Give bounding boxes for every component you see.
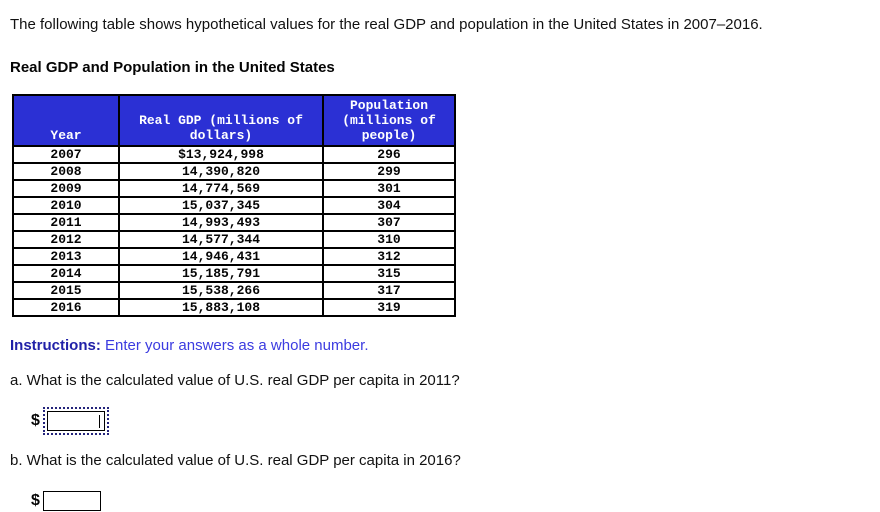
- table-row: 2012 14,577,344 310: [12, 230, 456, 249]
- col-header-real-gdp: Real GDP (millions of dollars): [118, 94, 324, 147]
- table-row: 2011 14,993,493 307: [12, 213, 456, 232]
- col-header-year: Year: [12, 94, 120, 147]
- table-cell: 14,577,344: [118, 230, 324, 249]
- table-cell: 310: [322, 230, 456, 249]
- table-cell: 319: [322, 298, 456, 317]
- table-cell: $13,924,998: [118, 145, 324, 164]
- answer-row-a: $: [31, 406, 870, 436]
- intro-text: The following table shows hypothetical v…: [10, 16, 763, 33]
- question-b-text: b. What is the calculated value of U.S. …: [10, 452, 461, 469]
- table-cell: 2010: [12, 196, 120, 215]
- table-cell: 304: [322, 196, 456, 215]
- answer-row-b: $: [31, 486, 870, 512]
- table-header-row: Year Real GDP (millions of dollars) Popu…: [12, 94, 456, 147]
- table-row: 2015 15,538,266 317: [12, 281, 456, 300]
- table-row: 2009 14,774,569 301: [12, 179, 456, 198]
- text-cursor: [98, 415, 100, 428]
- table-cell: 317: [322, 281, 456, 300]
- table-cell: 15,037,345: [118, 196, 324, 215]
- table-cell: 15,538,266: [118, 281, 324, 300]
- table-cell: 307: [322, 213, 456, 232]
- dollar-sign-b: $: [31, 492, 40, 509]
- table-cell: 312: [322, 247, 456, 266]
- table-cell: 2008: [12, 162, 120, 181]
- table-cell: 14,946,431: [118, 247, 324, 266]
- table-header: Year Real GDP (millions of dollars) Popu…: [12, 94, 456, 147]
- table-cell: 2011: [12, 213, 120, 232]
- table-cell: 14,774,569: [118, 179, 324, 198]
- answer-input-a[interactable]: [42, 407, 109, 435]
- col-header-population: Population (millions of people): [322, 94, 456, 147]
- table-cell: 2014: [12, 264, 120, 283]
- table-row: 2008 14,390,820 299: [12, 162, 456, 181]
- table-cell: 2007: [12, 145, 120, 164]
- instructions: Instructions: Enter your answers as a wh…: [10, 335, 870, 356]
- table-cell: 2016: [12, 298, 120, 317]
- table-cell: 2009: [12, 179, 120, 198]
- dollar-sign-a: $: [31, 412, 40, 429]
- table-title: Real GDP and Population in the United St…: [10, 59, 335, 76]
- table-cell: 296: [322, 145, 456, 164]
- answer-input-a-wrap: [42, 407, 109, 435]
- table-cell: 15,185,791: [118, 264, 324, 283]
- gdp-population-table: Year Real GDP (millions of dollars) Popu…: [12, 94, 456, 317]
- instructions-text: Enter your answers as a whole number.: [105, 337, 369, 354]
- table-row: 2010 15,037,345 304: [12, 196, 456, 215]
- table-cell: 15,883,108: [118, 298, 324, 317]
- instructions-label: Instructions:: [10, 337, 101, 354]
- table-cell: 2013: [12, 247, 120, 266]
- table-row: 2007 $13,924,998 296: [12, 145, 456, 164]
- question-a-text: a. What is the calculated value of U.S. …: [10, 372, 460, 389]
- table-row: 2014 15,185,791 315: [12, 264, 456, 283]
- table-cell: 315: [322, 264, 456, 283]
- table-cell: 2012: [12, 230, 120, 249]
- table-cell: 2015: [12, 281, 120, 300]
- table-row: 2013 14,946,431 312: [12, 247, 456, 266]
- answer-input-b[interactable]: [42, 491, 101, 511]
- table-body: 2007 $13,924,998 296 2008 14,390,820 299 2009 1…: [12, 145, 456, 317]
- table-cell: 14,390,820: [118, 162, 324, 181]
- table-cell: 14,993,493: [118, 213, 324, 232]
- answer-input-b-wrap: [42, 491, 101, 511]
- table-cell: 301: [322, 179, 456, 198]
- table-row: 2016 15,883,108 319: [12, 298, 456, 317]
- table-cell: 299: [322, 162, 456, 181]
